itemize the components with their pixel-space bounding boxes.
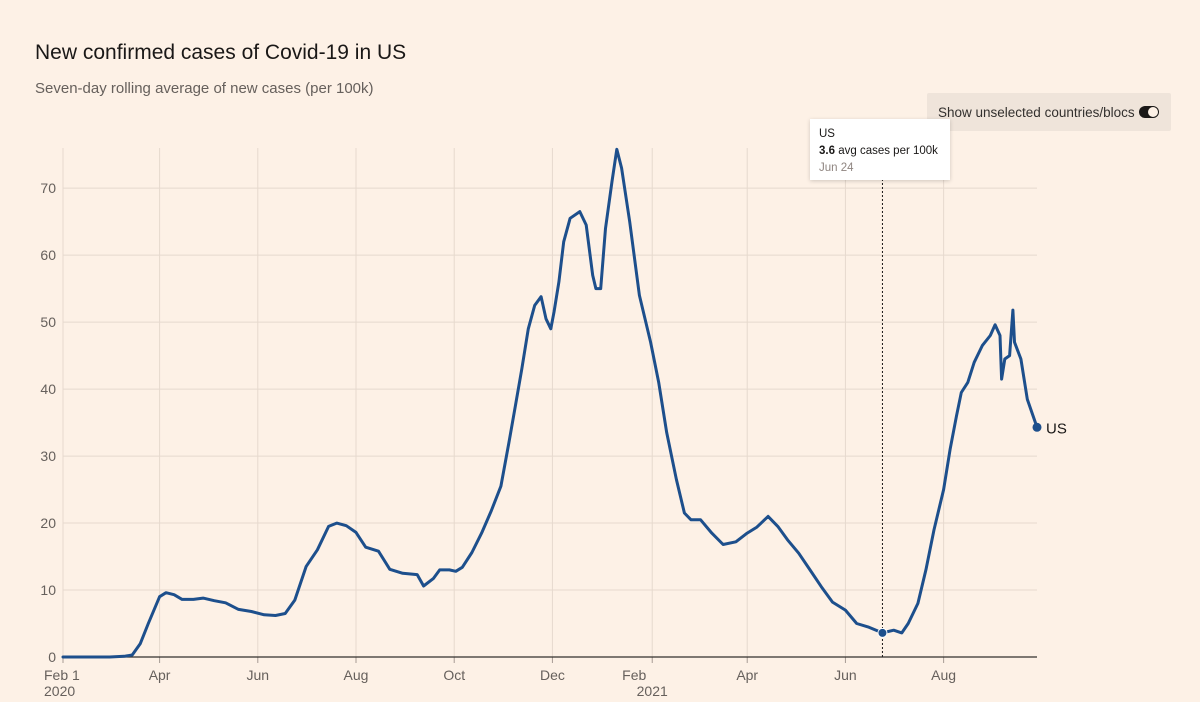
y-tick-label: 50 (40, 314, 56, 330)
y-tick-label: 40 (40, 381, 56, 397)
chart-subtitle: Seven-day rolling average of new cases (… (35, 80, 374, 97)
y-tick-label: 20 (40, 515, 56, 531)
x-tick-label: Dec (540, 667, 565, 683)
tooltip-value-line: 3.6 avg cases per 100k (819, 143, 941, 160)
x-tick-label: Jun (247, 667, 270, 683)
series-end-label: US (1046, 420, 1067, 437)
y-tick-label: 0 (48, 649, 56, 665)
show-unselected-toggle[interactable]: Show unselected countries/blocs (927, 93, 1171, 131)
x-tick-label: Oct (443, 667, 465, 683)
tooltip-series-name: US (819, 128, 835, 140)
y-tick-label: 30 (40, 448, 56, 464)
x-tick-label: Aug (931, 667, 956, 683)
toggle-switch-icon[interactable] (1139, 106, 1159, 118)
y-tick-label: 10 (40, 582, 56, 598)
chart-title: New confirmed cases of Covid-19 in US (35, 41, 407, 64)
series-line-us (61, 147, 1039, 659)
tooltip-unit: avg cases per 100k (838, 145, 938, 157)
x-tick-label: Jun (834, 667, 857, 683)
tooltip-value: 3.6 (819, 145, 835, 157)
marker-layer: US (877, 179, 1067, 657)
x-year-label: 2021 (637, 683, 668, 699)
tooltip-date: Jun 24 (819, 162, 854, 174)
toggle-knob (1148, 107, 1158, 117)
series-layer (61, 147, 1039, 659)
x-tick-label: Apr (736, 667, 758, 683)
y-tick-label: 60 (40, 247, 56, 263)
x-year-label: 2020 (44, 683, 75, 699)
grid-layer (62, 148, 1037, 657)
x-tick-label: Apr (149, 667, 171, 683)
x-tick-label: Feb (622, 667, 646, 683)
x-tick-label: Aug (344, 667, 369, 683)
toggle-label: Show unselected countries/blocs (938, 104, 1135, 120)
y-tick-label: 70 (40, 180, 56, 196)
hover-tooltip: US 3.6 avg cases per 100k Jun 24 (810, 119, 950, 180)
x-tick-label: Feb 1 (44, 667, 80, 683)
series-end-point (1032, 422, 1042, 432)
highlight-point (877, 627, 888, 638)
